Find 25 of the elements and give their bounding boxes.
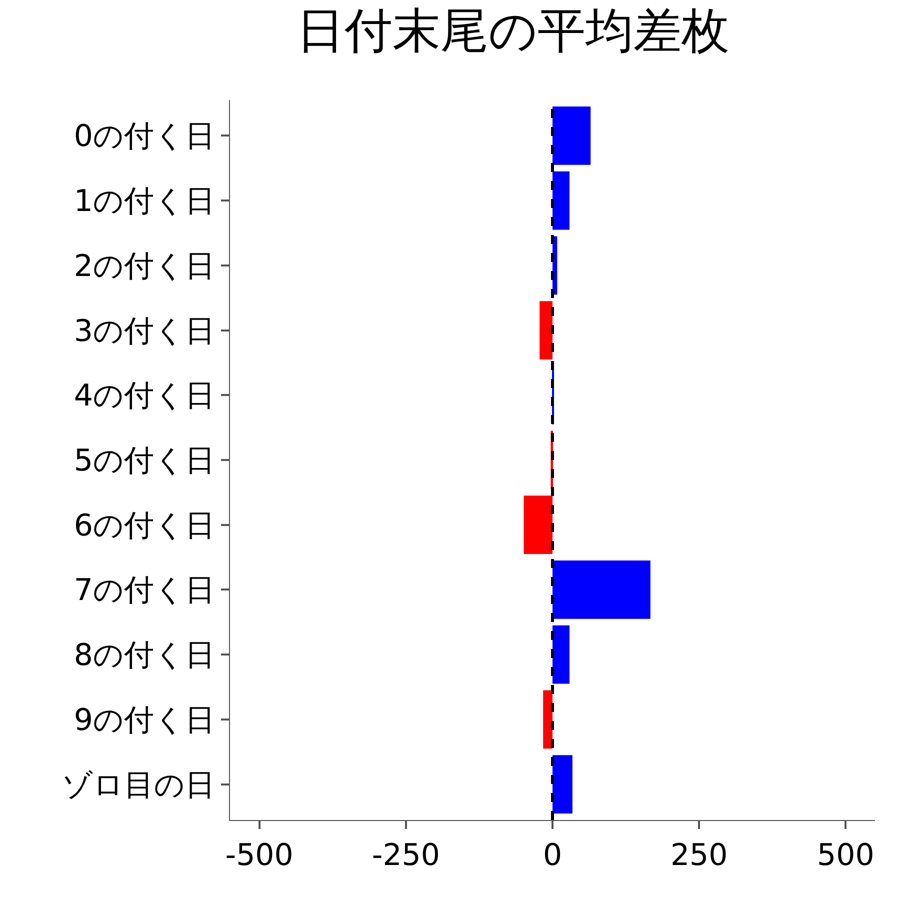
y-tick-label: 2の付く日 [74,248,215,284]
x-tick-label: 250 [670,838,728,873]
y-tick-label: ゾロ目の日 [62,768,215,803]
x-tick-label: 0 [542,838,562,873]
y-tick-label: 4の付く日 [74,378,215,414]
y-tick-label: 6の付く日 [74,508,215,544]
y-tick-label: 3の付く日 [74,314,215,349]
bar [540,301,552,360]
bar [552,755,572,814]
bar [524,496,552,554]
bar [552,106,591,165]
x-tick-label: -250 [372,838,440,873]
y-tick-label: 9の付く日 [74,702,215,738]
y-tick-label: 7の付く日 [74,573,215,608]
y-tick-label: 8の付く日 [74,638,215,674]
bar [552,171,570,230]
x-tick-label: 500 [817,838,874,873]
y-tick-label: 5の付く日 [74,444,215,478]
bar [552,560,650,619]
bar [552,625,570,684]
chart-title: 日付末尾の平均差枚 [296,3,730,60]
y-tick-label: 1の付く日 [74,184,215,220]
x-tick-label: -500 [225,838,294,873]
y-tick-label: 0の付く日 [74,119,215,154]
bar [543,690,552,749]
